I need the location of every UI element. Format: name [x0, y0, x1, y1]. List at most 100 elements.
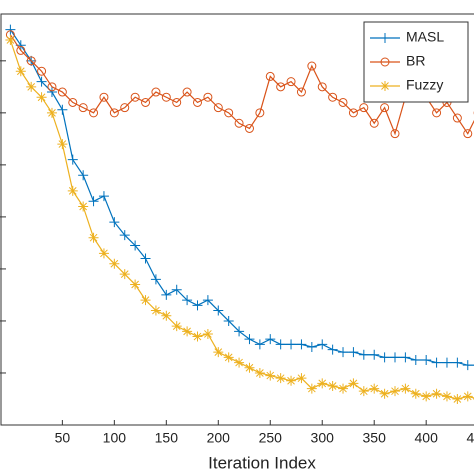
- marker: [244, 334, 255, 345]
- marker: [431, 388, 442, 399]
- marker: [88, 196, 99, 207]
- marker: [98, 191, 109, 202]
- x-tick-label: 150: [155, 430, 179, 446]
- marker: [462, 391, 473, 402]
- marker: [193, 97, 202, 107]
- marker: [348, 347, 359, 358]
- marker: [161, 310, 172, 321]
- marker: [359, 103, 369, 113]
- marker: [296, 373, 307, 384]
- marker: [265, 71, 275, 81]
- marker: [431, 357, 442, 368]
- marker: [171, 284, 182, 295]
- marker: [296, 339, 307, 350]
- marker: [182, 87, 192, 97]
- x-axis-label: Iteration Index: [208, 453, 316, 472]
- marker: [379, 388, 390, 399]
- marker: [421, 354, 432, 365]
- marker: [307, 61, 317, 71]
- x-tick-label: 200: [207, 430, 231, 446]
- series: [5, 30, 474, 139]
- x-tick-label: 350: [363, 430, 387, 446]
- marker: [78, 201, 89, 212]
- marker: [57, 104, 68, 115]
- marker: [390, 352, 400, 363]
- marker: [358, 386, 369, 397]
- marker: [109, 258, 120, 269]
- marker: [5, 24, 16, 35]
- marker: [109, 217, 120, 228]
- marker: [369, 118, 379, 128]
- marker: [234, 118, 244, 128]
- marker: [130, 279, 141, 290]
- marker: [275, 373, 286, 384]
- marker: [358, 349, 369, 360]
- marker: [244, 123, 254, 133]
- marker: [286, 375, 297, 386]
- marker: [224, 108, 234, 118]
- marker: [119, 230, 130, 241]
- marker: [213, 103, 223, 113]
- marker: [421, 391, 432, 402]
- marker: [369, 349, 380, 360]
- marker: [26, 56, 36, 66]
- marker: [67, 154, 78, 165]
- marker: [338, 97, 348, 107]
- marker: [182, 295, 193, 306]
- marker: [452, 113, 462, 123]
- marker: [441, 357, 452, 368]
- marker: [400, 352, 411, 363]
- marker: [286, 339, 297, 350]
- marker: [306, 341, 317, 352]
- marker: [410, 354, 421, 365]
- marker: [463, 129, 473, 139]
- marker: [265, 334, 276, 345]
- marker: [276, 82, 286, 92]
- marker: [15, 66, 26, 77]
- legend-marker: [380, 81, 390, 91]
- marker: [380, 103, 390, 113]
- marker: [46, 87, 57, 98]
- legend-label: BR: [406, 53, 425, 69]
- marker: [150, 305, 161, 316]
- marker: [150, 274, 161, 285]
- marker: [462, 360, 473, 371]
- x-tick-label: 250: [259, 430, 283, 446]
- marker: [202, 328, 213, 339]
- marker: [286, 77, 296, 87]
- marker: [244, 362, 255, 373]
- marker: [99, 92, 109, 102]
- series: [5, 35, 474, 404]
- marker: [452, 393, 463, 404]
- marker: [432, 108, 442, 118]
- marker: [192, 331, 203, 342]
- marker: [223, 352, 234, 363]
- marker: [327, 344, 338, 355]
- marker: [328, 92, 338, 102]
- x-tick-label: 300: [311, 430, 335, 446]
- x-tick-label: 50: [55, 430, 71, 446]
- legend: MASL BR Fuzzy: [363, 21, 469, 103]
- marker: [452, 357, 463, 368]
- marker: [57, 87, 67, 97]
- marker: [130, 92, 140, 102]
- marker: [36, 92, 47, 103]
- marker: [400, 383, 411, 394]
- plot-frame: [0, 13, 474, 426]
- marker: [172, 97, 182, 107]
- marker: [213, 305, 224, 316]
- marker: [348, 378, 359, 389]
- legend-label: Fuzzy: [406, 77, 443, 93]
- marker: [88, 232, 99, 243]
- marker: [36, 76, 47, 87]
- marker: [410, 388, 421, 399]
- marker: [348, 108, 358, 118]
- marker: [161, 289, 172, 300]
- marker: [390, 386, 400, 397]
- legend-label: MASL: [406, 29, 444, 45]
- marker: [26, 81, 37, 92]
- marker: [390, 129, 400, 139]
- marker: [254, 367, 265, 378]
- marker: [140, 253, 151, 264]
